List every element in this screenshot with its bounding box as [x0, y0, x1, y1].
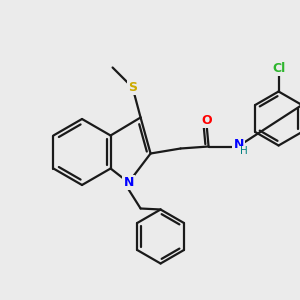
Text: N: N: [123, 176, 134, 189]
Text: O: O: [201, 114, 212, 127]
Text: Cl: Cl: [272, 62, 285, 75]
Text: N: N: [233, 138, 244, 151]
Text: S: S: [128, 81, 137, 94]
Text: H: H: [240, 146, 248, 157]
